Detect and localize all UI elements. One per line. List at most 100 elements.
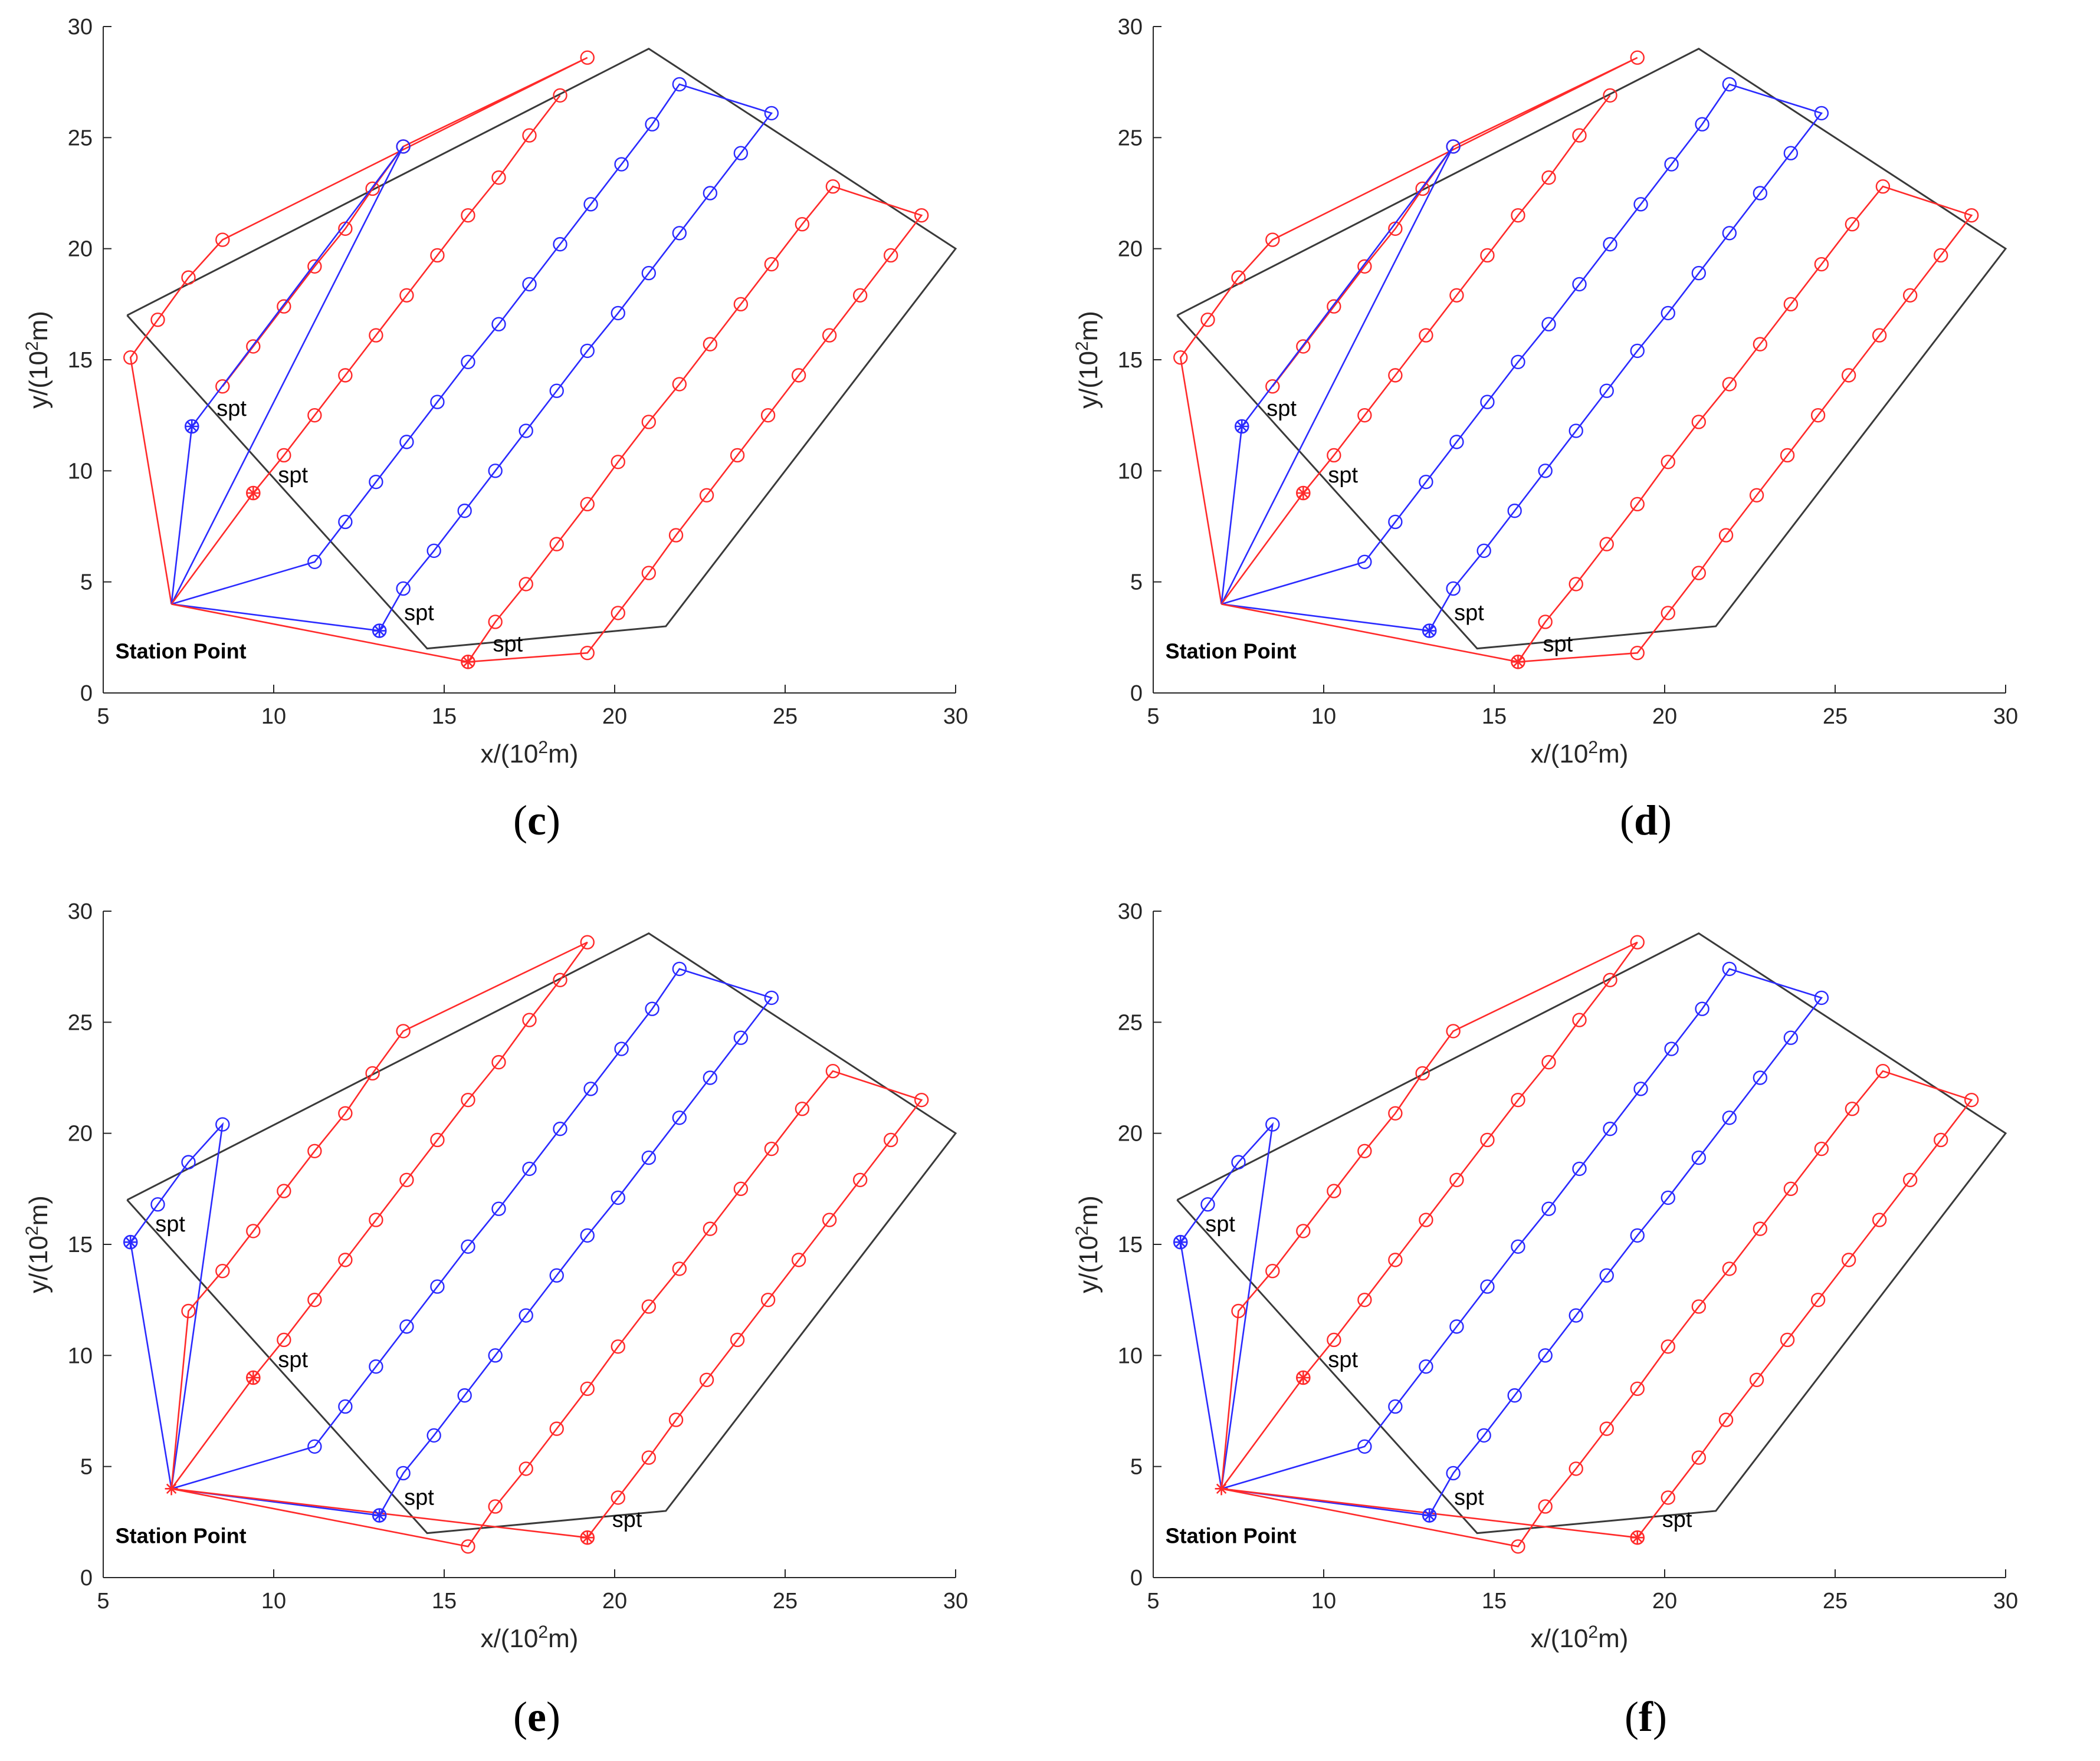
waypoint-marker xyxy=(426,1428,441,1443)
route-line-red xyxy=(129,57,588,604)
waypoint-marker xyxy=(1327,299,1341,314)
waypoint-marker xyxy=(1783,146,1799,160)
route-line-blue xyxy=(1220,146,1454,604)
waypoint-marker xyxy=(549,383,564,398)
waypoint-marker xyxy=(703,337,718,351)
waypoint-marker xyxy=(1902,288,1918,303)
waypoint-marker xyxy=(611,606,625,620)
y-axis-label: y/(102m) xyxy=(1072,311,1103,409)
waypoint-marker xyxy=(672,961,687,977)
x-tick-label: 10 xyxy=(261,704,286,729)
waypoint-marker xyxy=(1357,259,1372,274)
waypoint-marker xyxy=(338,514,353,530)
waypoint-marker xyxy=(307,1292,322,1307)
waypoint-marker xyxy=(549,1421,564,1436)
waypoint-marker xyxy=(852,288,868,303)
waypoint-marker xyxy=(430,395,445,409)
y-tick-label: 10 xyxy=(1118,1343,1143,1368)
waypoint-marker xyxy=(733,146,749,160)
waypoint-marker xyxy=(611,305,625,321)
waypoint-marker xyxy=(338,1253,353,1267)
y-tick-label: 20 xyxy=(68,237,93,262)
waypoint-marker xyxy=(1200,1197,1215,1212)
waypoint-marker xyxy=(1572,1013,1587,1027)
waypoint-marker xyxy=(150,313,165,327)
waypoint-marker xyxy=(1388,514,1403,530)
y-tick-label: 15 xyxy=(1118,348,1143,373)
waypoint-marker xyxy=(1572,277,1587,292)
waypoint-marker xyxy=(553,973,567,987)
waypoint-marker xyxy=(430,1132,445,1148)
y-axis-label: y/(102m) xyxy=(1072,1195,1103,1293)
waypoint-marker xyxy=(307,1439,322,1454)
spt-marker-ring xyxy=(1296,1370,1311,1385)
waypoint-marker xyxy=(307,259,322,274)
waypoint-marker xyxy=(215,232,230,247)
spt-marker-star xyxy=(248,1373,258,1382)
waypoint-marker xyxy=(461,354,475,369)
spt-label: spt xyxy=(278,463,308,488)
waypoint-marker xyxy=(672,226,687,241)
waypoint-marker xyxy=(1476,1428,1491,1443)
spt-label: spt xyxy=(1543,632,1573,656)
y-tick-label: 10 xyxy=(68,1343,93,1368)
spt-marker-ring xyxy=(1511,654,1525,669)
waypoint-marker xyxy=(703,1070,718,1085)
waypoint-marker xyxy=(488,615,503,629)
waypoint-marker xyxy=(1902,1172,1918,1187)
waypoint-marker xyxy=(641,1450,657,1465)
route-line-blue xyxy=(171,968,773,1516)
waypoint-marker xyxy=(672,77,687,92)
waypoint-marker xyxy=(396,139,411,154)
waypoint-marker xyxy=(1661,606,1675,620)
waypoint-marker xyxy=(1722,1111,1737,1125)
y-tick-label: 0 xyxy=(1130,681,1143,706)
waypoint-marker xyxy=(1661,1190,1675,1205)
waypoint-marker xyxy=(580,935,595,950)
y-tick-label: 15 xyxy=(1118,1233,1143,1257)
waypoint-marker xyxy=(1841,368,1856,383)
waypoint-marker xyxy=(1603,973,1617,987)
route-line-blue xyxy=(170,146,404,604)
spt-marker-ring xyxy=(372,623,387,638)
waypoint-marker xyxy=(764,257,779,272)
waypoint-marker xyxy=(699,488,714,502)
waypoint-marker xyxy=(1933,1132,1948,1148)
waypoint-marker xyxy=(1718,1412,1734,1427)
spt-marker-star xyxy=(187,422,197,431)
route-line-red xyxy=(1221,1070,1973,1548)
waypoint-marker xyxy=(461,1092,475,1108)
waypoint-marker xyxy=(1630,1381,1645,1397)
spt-label: spt xyxy=(404,601,434,626)
waypoint-marker xyxy=(641,1150,657,1165)
waypoint-marker xyxy=(1480,248,1495,263)
waypoint-marker xyxy=(1691,415,1707,429)
waypoint-marker xyxy=(1599,383,1614,398)
waypoint-marker xyxy=(1446,1466,1461,1481)
waypoint-marker xyxy=(791,368,806,383)
caption-c: (c) xyxy=(513,797,560,844)
waypoint-marker xyxy=(914,1092,929,1108)
waypoint-marker xyxy=(491,1054,506,1070)
waypoint-marker xyxy=(1327,1332,1341,1348)
spt-label: spt xyxy=(1205,1212,1235,1237)
waypoint-marker xyxy=(307,408,322,423)
x-tick-label: 25 xyxy=(773,1589,798,1614)
waypoint-marker xyxy=(668,528,684,543)
waypoint-marker xyxy=(519,423,533,438)
waypoint-marker xyxy=(583,1082,598,1096)
waypoint-marker xyxy=(1569,1461,1583,1476)
waypoint-marker xyxy=(1541,1054,1556,1070)
y-tick-label: 15 xyxy=(68,348,93,373)
waypoint-marker xyxy=(1446,1024,1461,1039)
spt-marker-star xyxy=(1632,1533,1642,1543)
waypoint-marker xyxy=(1630,935,1645,950)
waypoint-marker xyxy=(426,543,441,558)
waypoint-marker xyxy=(396,581,411,596)
waypoint-marker xyxy=(1691,1299,1707,1314)
spt-label: spt xyxy=(1662,1507,1692,1532)
waypoint-marker xyxy=(307,1144,322,1158)
waypoint-marker xyxy=(614,157,629,172)
